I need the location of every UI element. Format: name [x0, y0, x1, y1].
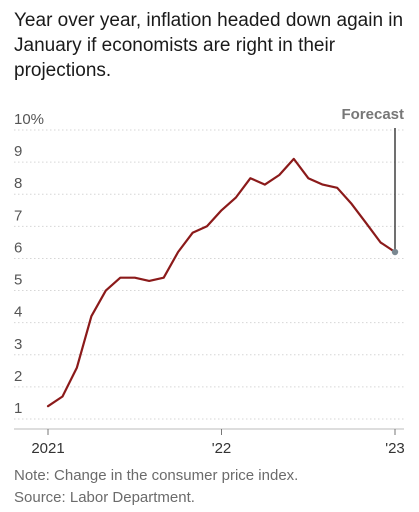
series-group [46, 157, 399, 408]
y-tick-label-6: 6 [14, 239, 22, 256]
y-tick-label-2: 2 [14, 368, 22, 385]
y-tick-label-4: 4 [14, 304, 22, 321]
x-tick-label-2021: 2021 [31, 440, 64, 457]
x-axis-ticks: 2021 '22 '23 [31, 429, 405, 457]
x-tick-label-'22: '22 [212, 440, 232, 457]
y-tick-label-5: 5 [14, 272, 22, 289]
y-tick-label-7: 7 [14, 207, 22, 224]
x-tick-label-'23: '23 [385, 440, 405, 457]
series-line-0 [46, 157, 397, 408]
y-tick-label-1: 1 [14, 400, 22, 417]
y-axis-ticks: 10% 9 8 7 6 5 4 3 2 1 [14, 111, 44, 417]
y-tick-label-10: 10% [14, 111, 44, 128]
forecast-point [391, 248, 399, 256]
chart-source: Source: Labor Department. [14, 489, 195, 506]
gridlines [14, 129, 404, 430]
y-tick-label-8: 8 [14, 175, 22, 192]
annotations: Forecast [341, 106, 404, 253]
chart-note: Note: Change in the consumer price index… [14, 467, 299, 484]
y-tick-label-9: 9 [14, 143, 22, 160]
chart-title: Year over year, inflation headed down ag… [14, 10, 404, 81]
y-tick-label-3: 3 [14, 336, 22, 353]
forecast-label: Forecast [341, 106, 404, 123]
